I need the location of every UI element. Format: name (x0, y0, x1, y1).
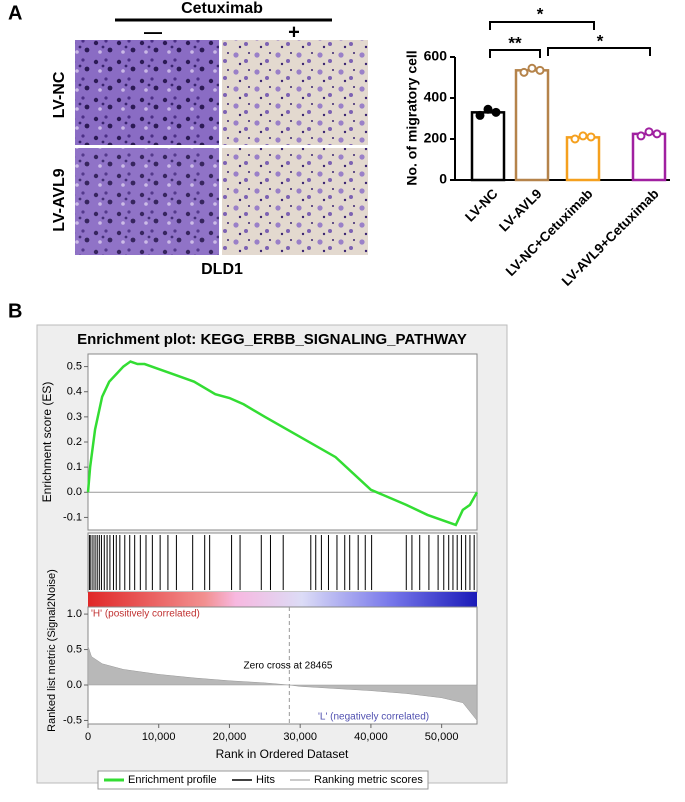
significance-bracket (489, 21, 595, 30)
data-point (491, 107, 501, 117)
y-tick-label: 600 (424, 48, 448, 64)
y-tick-label: -0.1 (63, 511, 82, 523)
panel-label: A (8, 2, 22, 24)
y-tick-label: 0.0 (67, 679, 82, 691)
y-tick-label: 0.5 (67, 643, 82, 655)
rank-colorbar (88, 592, 477, 607)
bar (514, 69, 550, 182)
significance-label: * (537, 4, 544, 23)
data-point (652, 129, 662, 139)
x-tick-label: LV-NC (462, 186, 501, 225)
y-axis-label: Enrichment score (ES) (40, 382, 54, 503)
y-tick-label: 0.4 (67, 386, 82, 398)
y-tick-label: 0 (439, 171, 447, 187)
annotation: 'H' (positively correlated) (91, 609, 200, 620)
x-tick-label: 40,000 (354, 731, 388, 743)
bar (470, 111, 506, 182)
legend-box (97, 770, 429, 790)
treatment-label: Cetuximab (181, 0, 263, 17)
x-tick-label: 50,000 (425, 731, 459, 743)
x-tick-label: 20,000 (213, 731, 247, 743)
bar (565, 136, 601, 182)
chart-title: Enrichment plot: KEGG_ERBB_SIGNALING_PAT… (77, 331, 467, 348)
y-tick-label: 0.5 (67, 360, 82, 372)
es-line (86, 360, 479, 527)
x-tick-label: 10,000 (142, 731, 176, 743)
row-label: LV-NC (51, 71, 68, 118)
y-tick-label: 1.0 (67, 608, 82, 620)
data-point (644, 127, 654, 137)
data-point (570, 134, 580, 144)
significance-label: ** (508, 33, 522, 52)
y-tick-label: 0.1 (67, 461, 82, 473)
annotation: 'L' (negatively correlated) (318, 712, 429, 723)
legend-label: Hits (256, 774, 275, 786)
x-tick-label: 30,000 (283, 731, 317, 743)
y-tick-label: 200 (424, 130, 448, 146)
minus-label: — (144, 22, 162, 42)
data-point (586, 132, 596, 142)
bar (631, 132, 667, 182)
y-axis-label: Ranked list metric (Signal2Noise) (46, 569, 58, 732)
data-point (483, 104, 493, 114)
data-point (475, 110, 485, 120)
y-tick-label: 0.0 (67, 486, 82, 498)
x-axis-label: Rank in Ordered Dataset (216, 747, 349, 761)
y-tick-label: 400 (424, 89, 448, 105)
legend-label: Ranking metric scores (314, 774, 423, 786)
micrograph (222, 40, 368, 145)
y-tick-label: -0.5 (63, 714, 82, 726)
micrograph (222, 148, 368, 255)
micrograph (75, 148, 219, 255)
data-point (636, 131, 646, 141)
row-label: LV-AVL9 (51, 168, 68, 232)
es-plot-area (87, 353, 478, 531)
x-tick-label: 0 (85, 731, 91, 743)
data-point (535, 65, 545, 75)
data-point (578, 131, 588, 141)
rank-plot-area (87, 606, 478, 725)
micrograph (75, 40, 219, 145)
x-tick-label: LV-AVL9 (496, 186, 544, 234)
legend-label: Enrichment profile (128, 774, 217, 786)
cell-line-label: DLD1 (201, 261, 243, 278)
y-tick-label: 0.3 (67, 411, 82, 423)
plus-label: + (288, 21, 300, 43)
data-point (519, 67, 529, 77)
panel-label: B (8, 300, 22, 322)
data-point (527, 63, 537, 73)
significance-bracket (489, 49, 541, 58)
significance-bracket (547, 47, 651, 56)
y-axis-label: No. of migratory cell (404, 50, 420, 185)
y-tick-label: 0.2 (67, 436, 82, 448)
significance-label: * (597, 31, 604, 50)
annotation: Zero cross at 28465 (244, 661, 333, 672)
